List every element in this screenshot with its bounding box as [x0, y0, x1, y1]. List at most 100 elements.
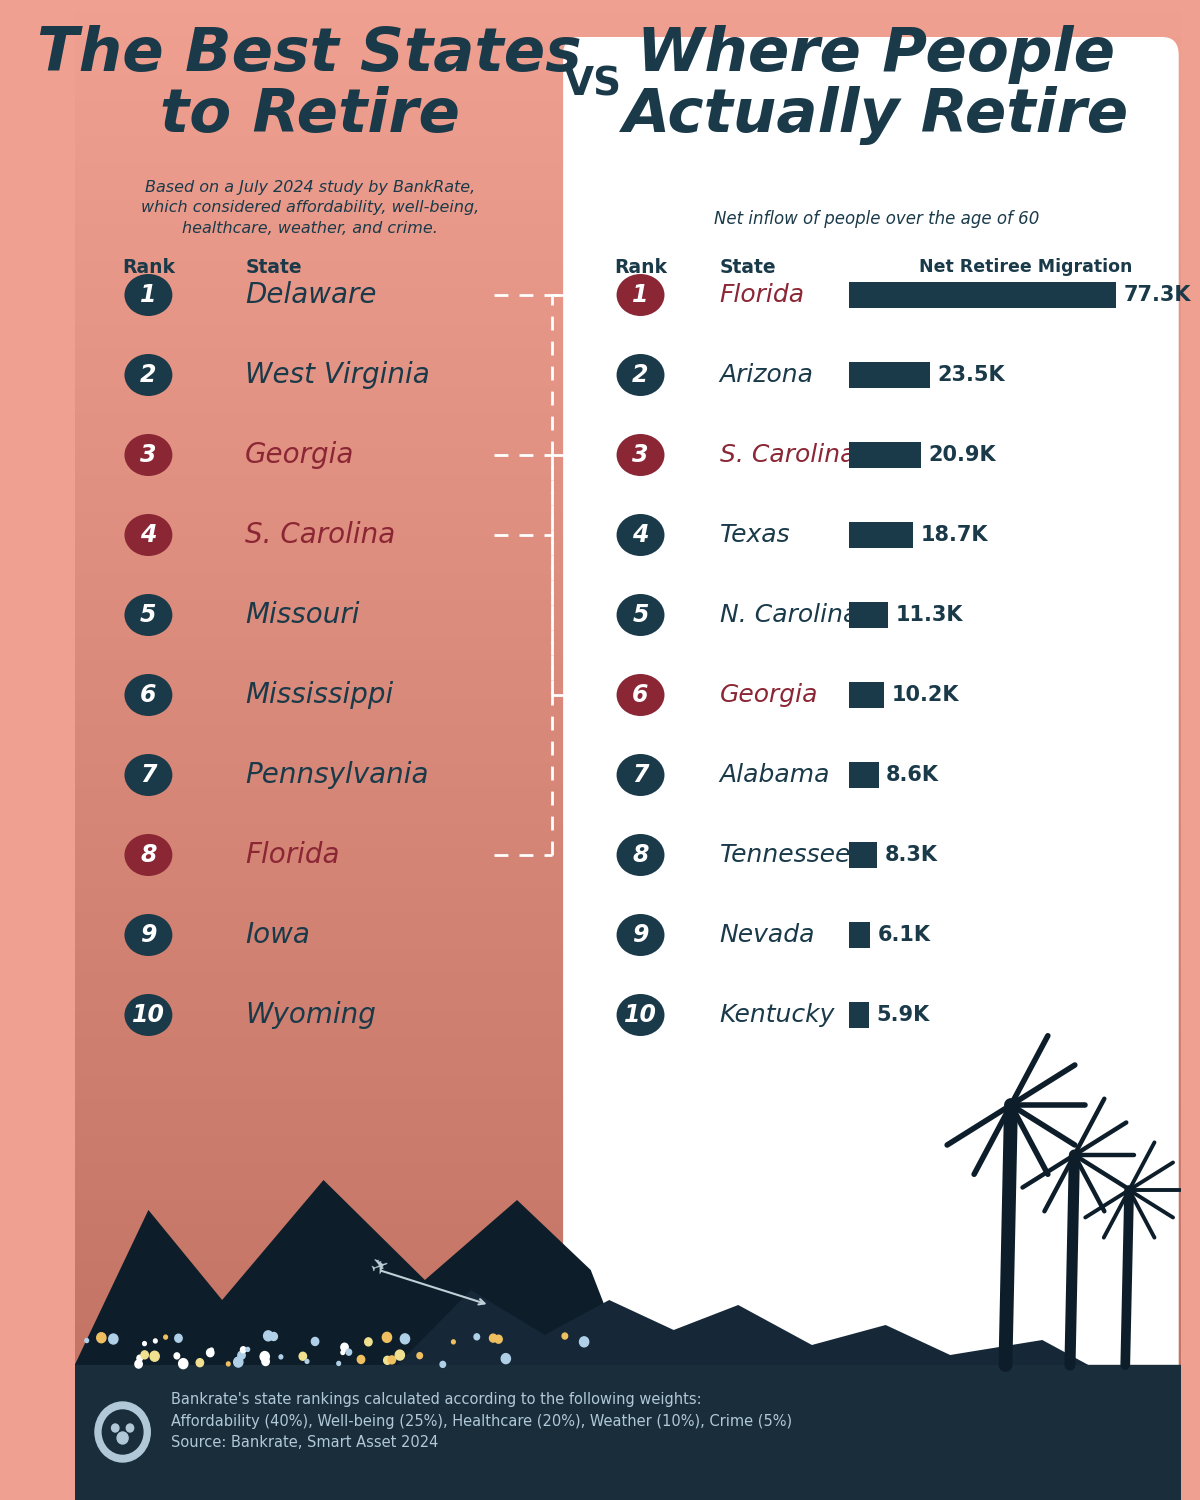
Bar — [74, 1113, 1181, 1125]
Circle shape — [137, 1354, 143, 1360]
Bar — [74, 488, 1181, 500]
Ellipse shape — [617, 674, 665, 716]
Bar — [74, 400, 1181, 412]
Bar — [74, 350, 1181, 363]
Circle shape — [401, 1334, 409, 1344]
Bar — [74, 1365, 1181, 1500]
Bar — [74, 300, 1181, 312]
Circle shape — [474, 1334, 480, 1340]
Bar — [74, 938, 1181, 950]
Bar — [74, 888, 1181, 900]
Circle shape — [580, 1336, 589, 1347]
Bar — [74, 1088, 1181, 1100]
Bar — [74, 600, 1181, 612]
Text: 20.9K: 20.9K — [929, 446, 996, 465]
Bar — [74, 1312, 1181, 1324]
Bar — [74, 687, 1181, 700]
Bar — [74, 926, 1181, 938]
Bar — [74, 1076, 1181, 1088]
Bar — [74, 862, 1181, 874]
Text: 77.3K: 77.3K — [1123, 285, 1190, 304]
Bar — [74, 987, 1181, 1000]
Bar — [74, 813, 1181, 825]
Bar — [74, 1300, 1181, 1312]
Circle shape — [358, 1356, 365, 1364]
Bar — [74, 562, 1181, 574]
Bar — [74, 75, 1181, 87]
Bar — [74, 450, 1181, 462]
Text: 5.9K: 5.9K — [876, 1005, 930, 1025]
Ellipse shape — [125, 834, 173, 876]
Text: 9: 9 — [632, 922, 649, 946]
Circle shape — [102, 1410, 143, 1454]
Bar — [74, 1000, 1181, 1012]
Text: 5: 5 — [632, 603, 649, 627]
Circle shape — [490, 1334, 497, 1342]
Bar — [74, 1450, 1181, 1462]
Bar — [74, 476, 1181, 488]
Bar — [74, 424, 1181, 438]
Bar — [74, 63, 1181, 75]
Bar — [74, 1162, 1181, 1174]
Circle shape — [238, 1352, 245, 1359]
Bar — [74, 626, 1181, 638]
Bar — [74, 387, 1181, 400]
Ellipse shape — [617, 994, 665, 1036]
Bar — [74, 100, 1181, 112]
Text: 8: 8 — [632, 843, 649, 867]
FancyBboxPatch shape — [848, 602, 888, 628]
Bar — [74, 1013, 1181, 1025]
Text: 8.6K: 8.6K — [886, 765, 938, 784]
Bar — [74, 800, 1181, 813]
Bar — [74, 1100, 1181, 1113]
Ellipse shape — [125, 754, 173, 796]
FancyBboxPatch shape — [848, 282, 1116, 308]
Ellipse shape — [617, 914, 665, 956]
Bar — [74, 874, 1181, 888]
Circle shape — [260, 1352, 269, 1362]
Ellipse shape — [617, 274, 665, 316]
Bar — [74, 12, 1181, 26]
Circle shape — [240, 1347, 246, 1353]
Text: ✈: ✈ — [368, 1256, 392, 1281]
Text: State: State — [245, 258, 301, 278]
Circle shape — [175, 1334, 182, 1342]
Text: 10: 10 — [132, 1004, 164, 1028]
Circle shape — [451, 1340, 455, 1344]
Bar — [74, 1488, 1181, 1500]
Bar — [74, 1038, 1181, 1050]
Text: 7: 7 — [140, 764, 157, 788]
Text: Rank: Rank — [122, 258, 175, 278]
Bar — [74, 438, 1181, 450]
Circle shape — [270, 1332, 277, 1341]
Bar — [74, 1376, 1181, 1388]
Text: West Virginia: West Virginia — [245, 362, 430, 388]
Text: 4: 4 — [140, 524, 157, 548]
Text: Rank: Rank — [614, 258, 667, 278]
Circle shape — [246, 1347, 250, 1352]
Circle shape — [140, 1352, 149, 1359]
Bar — [74, 413, 1181, 424]
Text: 10.2K: 10.2K — [892, 686, 959, 705]
Circle shape — [109, 1334, 118, 1344]
Text: 3: 3 — [140, 442, 157, 466]
Bar — [74, 188, 1181, 200]
Circle shape — [406, 1336, 409, 1341]
Bar — [74, 588, 1181, 600]
Ellipse shape — [125, 594, 173, 636]
Text: Wyoming: Wyoming — [245, 1000, 376, 1029]
Circle shape — [416, 1353, 422, 1359]
Bar — [74, 200, 1181, 213]
Text: Florida: Florida — [245, 842, 340, 868]
Bar — [74, 1425, 1181, 1437]
Bar — [74, 912, 1181, 926]
Bar — [74, 788, 1181, 800]
Circle shape — [234, 1358, 242, 1366]
Bar — [74, 1275, 1181, 1287]
Bar — [74, 525, 1181, 537]
Bar — [74, 1474, 1181, 1488]
Ellipse shape — [125, 674, 173, 716]
Bar — [74, 326, 1181, 338]
FancyBboxPatch shape — [848, 442, 922, 468]
Bar — [74, 237, 1181, 250]
